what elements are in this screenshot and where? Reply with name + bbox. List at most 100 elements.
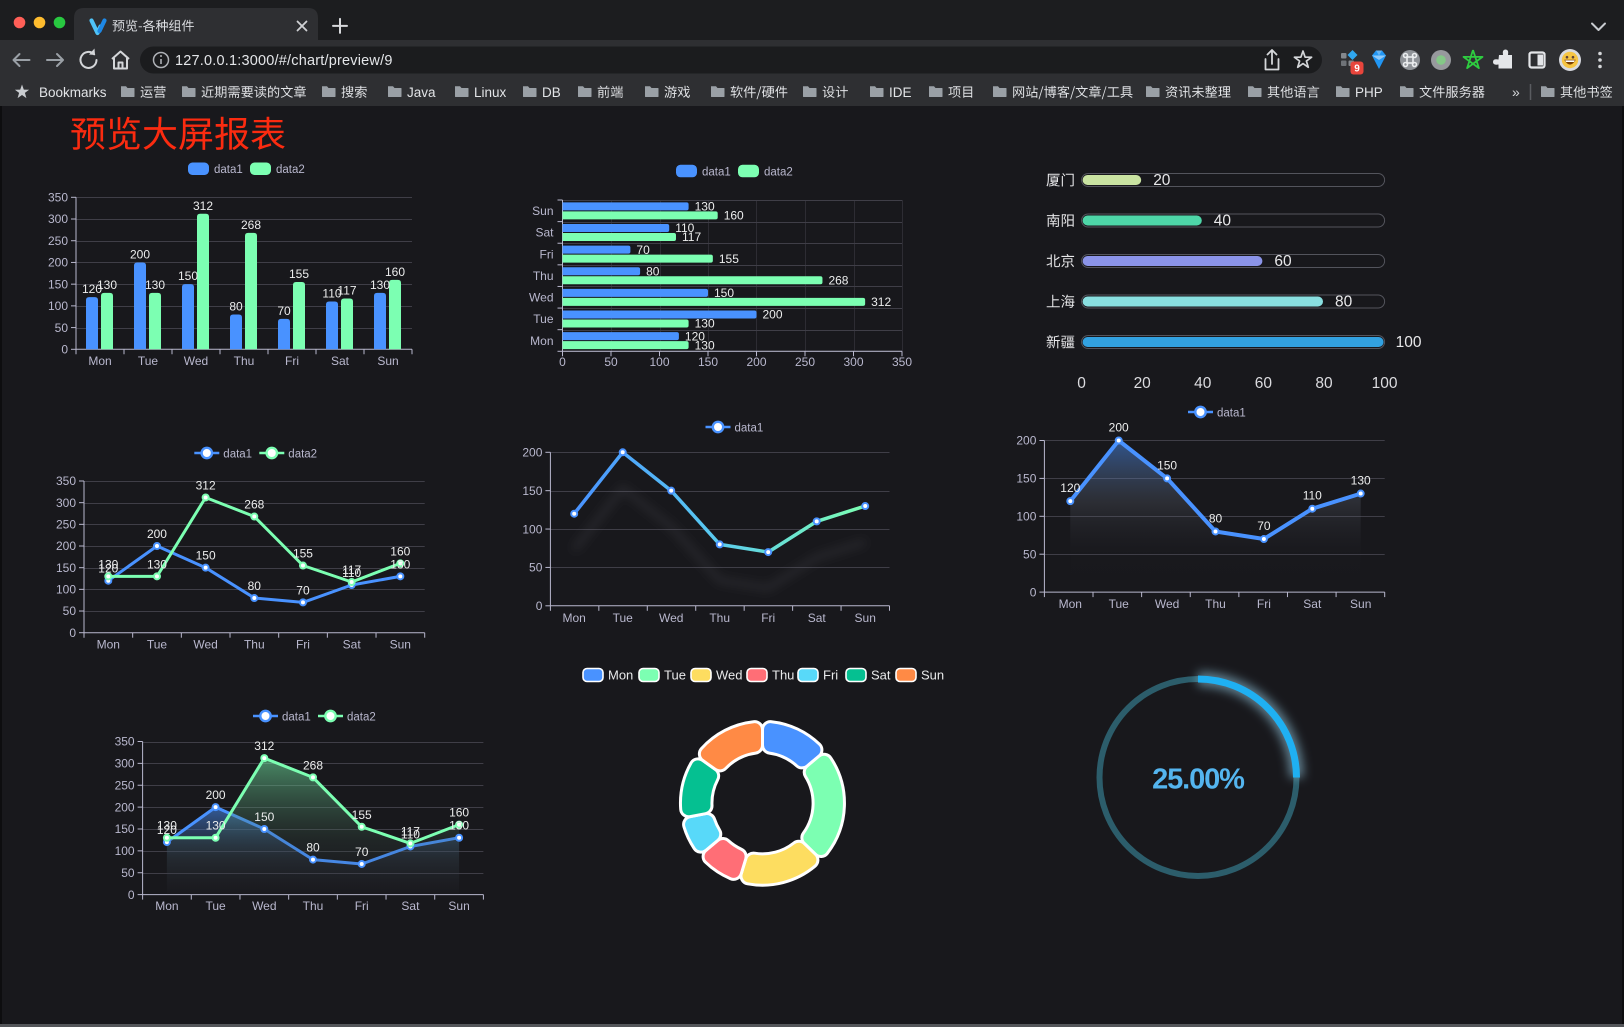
svg-text:150: 150 (522, 484, 542, 498)
svg-text:150: 150 (178, 269, 198, 283)
svg-text:data1: data1 (223, 448, 252, 460)
svg-text:Sat: Sat (535, 226, 554, 240)
svg-text:130: 130 (206, 819, 226, 833)
svg-text:Sun: Sun (390, 638, 411, 652)
svg-text:data1: data1 (214, 164, 243, 176)
svg-text:Wed: Wed (252, 899, 276, 913)
svg-text:Tue: Tue (613, 611, 634, 625)
svg-text:100: 100 (1396, 334, 1422, 351)
svg-text:110: 110 (675, 221, 694, 235)
svg-text:250: 250 (795, 355, 815, 369)
svg-text:110: 110 (322, 287, 341, 301)
svg-text:80: 80 (248, 579, 262, 593)
svg-text:155: 155 (352, 808, 372, 822)
svg-text:Sun: Sun (377, 354, 398, 368)
svg-text:50: 50 (63, 604, 77, 618)
svg-text:0: 0 (559, 355, 566, 369)
svg-text:150: 150 (254, 810, 274, 824)
svg-text:300: 300 (115, 757, 135, 771)
svg-text:25.00%: 25.00% (1152, 764, 1245, 796)
svg-text:70: 70 (636, 243, 650, 257)
svg-text:150: 150 (714, 286, 734, 300)
svg-text:120: 120 (1060, 481, 1080, 495)
svg-text:130: 130 (449, 819, 469, 833)
svg-text:50: 50 (55, 321, 69, 335)
svg-text:155: 155 (719, 252, 739, 266)
svg-text:Tue: Tue (1109, 597, 1130, 611)
svg-text:150: 150 (196, 549, 216, 563)
svg-text:40: 40 (1214, 213, 1232, 230)
svg-text:Sat: Sat (1303, 597, 1322, 611)
svg-text:50: 50 (529, 561, 543, 575)
svg-text:70: 70 (277, 304, 291, 318)
svg-text:Thu: Thu (772, 668, 794, 683)
svg-text:250: 250 (56, 518, 76, 532)
svg-text:Thu: Thu (234, 354, 255, 368)
svg-text:150: 150 (48, 277, 68, 291)
svg-text:155: 155 (289, 267, 309, 281)
svg-text:20: 20 (1153, 172, 1171, 189)
svg-text:Fri: Fri (1257, 597, 1271, 611)
svg-text:200: 200 (130, 247, 150, 261)
svg-text:0: 0 (536, 599, 543, 613)
svg-text:300: 300 (48, 212, 68, 226)
svg-text:Mon: Mon (563, 611, 586, 625)
svg-text:0: 0 (1030, 585, 1037, 599)
svg-text:200: 200 (746, 355, 766, 369)
svg-text:300: 300 (843, 355, 863, 369)
svg-text:120: 120 (685, 329, 705, 343)
svg-text:Wed: Wed (1155, 597, 1179, 611)
svg-text:50: 50 (121, 866, 135, 880)
svg-text:60: 60 (1274, 253, 1292, 270)
svg-text:40: 40 (1194, 375, 1212, 392)
svg-text:70: 70 (296, 583, 310, 597)
svg-text:Fri: Fri (540, 247, 554, 261)
svg-text:Thu: Thu (244, 638, 265, 652)
svg-text:350: 350 (892, 355, 912, 369)
svg-text:110: 110 (401, 827, 420, 841)
svg-text:117: 117 (337, 283, 356, 297)
svg-text:Mon: Mon (530, 334, 553, 348)
svg-text:Sat: Sat (343, 638, 362, 652)
svg-text:data1: data1 (735, 422, 764, 434)
svg-text:0: 0 (69, 626, 76, 640)
svg-text:268: 268 (303, 758, 323, 772)
svg-text:200: 200 (763, 308, 783, 322)
svg-text:100: 100 (48, 299, 68, 313)
svg-text:data2: data2 (288, 448, 317, 460)
svg-text:155: 155 (293, 547, 313, 561)
svg-text:80: 80 (1315, 375, 1333, 392)
svg-text:»: » (1512, 84, 1520, 100)
svg-text:100: 100 (115, 844, 135, 858)
svg-text:117: 117 (401, 824, 420, 838)
svg-text:130: 130 (98, 557, 118, 571)
svg-text:Bookmarks: Bookmarks (39, 85, 107, 100)
svg-text:127.0.0.1:3000/#/chart/preview: 127.0.0.1:3000/#/chart/preview/9 (175, 53, 393, 69)
svg-text:312: 312 (871, 295, 891, 309)
svg-text:Mon: Mon (97, 638, 120, 652)
svg-text:data1: data1 (1217, 407, 1246, 419)
svg-text:data2: data2 (764, 166, 793, 178)
svg-text:200: 200 (115, 800, 135, 814)
svg-text:150: 150 (1016, 472, 1036, 486)
svg-text:200: 200 (522, 446, 542, 460)
svg-text:0: 0 (1077, 375, 1086, 392)
svg-text:Linux: Linux (474, 85, 507, 100)
svg-text:130: 130 (370, 278, 390, 292)
svg-text:160: 160 (390, 544, 410, 558)
svg-text:110: 110 (342, 566, 361, 580)
svg-text:350: 350 (48, 191, 68, 205)
svg-text:268: 268 (241, 218, 261, 232)
svg-text:data2: data2 (276, 164, 305, 176)
svg-text:200: 200 (48, 256, 68, 270)
svg-text:Mon: Mon (155, 899, 178, 913)
svg-text:Sun: Sun (532, 204, 553, 218)
svg-text:117: 117 (682, 230, 701, 244)
svg-text:130: 130 (695, 317, 715, 331)
svg-text:268: 268 (828, 273, 848, 287)
svg-text:Sun: Sun (921, 668, 944, 683)
svg-text:312: 312 (193, 199, 213, 213)
svg-text:Sat: Sat (401, 899, 420, 913)
svg-text:150: 150 (56, 561, 76, 575)
svg-text:120: 120 (157, 823, 177, 837)
